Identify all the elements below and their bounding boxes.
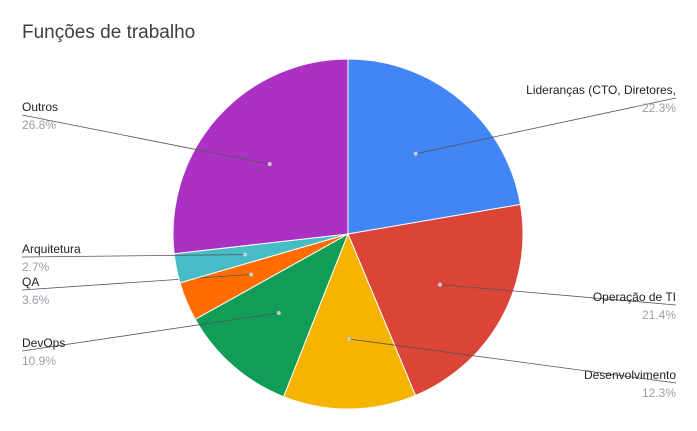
label-anchor-qa	[249, 272, 254, 277]
label-leader-opera-o-de-ti	[439, 284, 677, 306]
pie-slice-opera-o-de-ti	[347, 203, 524, 397]
slice-percent-devops: 10.9%	[22, 354, 56, 368]
slice-label-arquitetura: Arquitetura	[22, 242, 81, 256]
slice-label-qa: QA	[22, 275, 39, 289]
slice-percent-desenvolvimento: 12.3%	[642, 386, 676, 400]
label-anchor-arquitetura	[243, 252, 247, 257]
chart-title: Funções de trabalho	[22, 22, 196, 43]
label-anchor-lideran-as-cto-diretores	[413, 151, 418, 156]
slice-label-lideran-as-cto-diretores: Lideranças (CTO, Diretores,	[526, 83, 676, 97]
slice-label-devops: DevOps	[22, 336, 65, 350]
slice-percent-outros: 26.8%	[22, 118, 56, 132]
label-anchor-devops	[276, 311, 281, 315]
slice-label-outros: Outros	[22, 100, 58, 114]
label-leader-arquitetura	[21, 254, 246, 258]
pie-slice-lideran-as-cto-diretores	[347, 58, 522, 235]
slice-label-opera-o-de-ti: Operação de TI	[593, 290, 676, 304]
label-leader-desenvolvimento	[348, 338, 677, 384]
label-leader-devops	[21, 312, 279, 352]
pie-slice-devops	[194, 232, 349, 398]
slice-label-desenvolvimento: Desenvolvimento	[584, 368, 676, 382]
label-anchor-opera-o-de-ti	[438, 282, 442, 287]
label-leader-qa	[21, 274, 252, 291]
pie-slice-outros	[172, 58, 349, 255]
label-leader-outros	[21, 114, 270, 165]
label-leader-lideran-as-cto-diretores	[415, 97, 677, 155]
label-anchor-desenvolvimento	[347, 337, 351, 341]
pie-slice-desenvolvimento	[282, 232, 417, 410]
slice-percent-lideran-as-cto-diretores: 22.3%	[642, 101, 676, 115]
slice-percent-arquitetura: 2.7%	[22, 260, 50, 274]
slice-percent-qa: 3.6%	[22, 293, 50, 307]
label-anchor-outros	[267, 162, 272, 167]
slice-percent-opera-o-de-ti: 21.4%	[642, 308, 676, 322]
